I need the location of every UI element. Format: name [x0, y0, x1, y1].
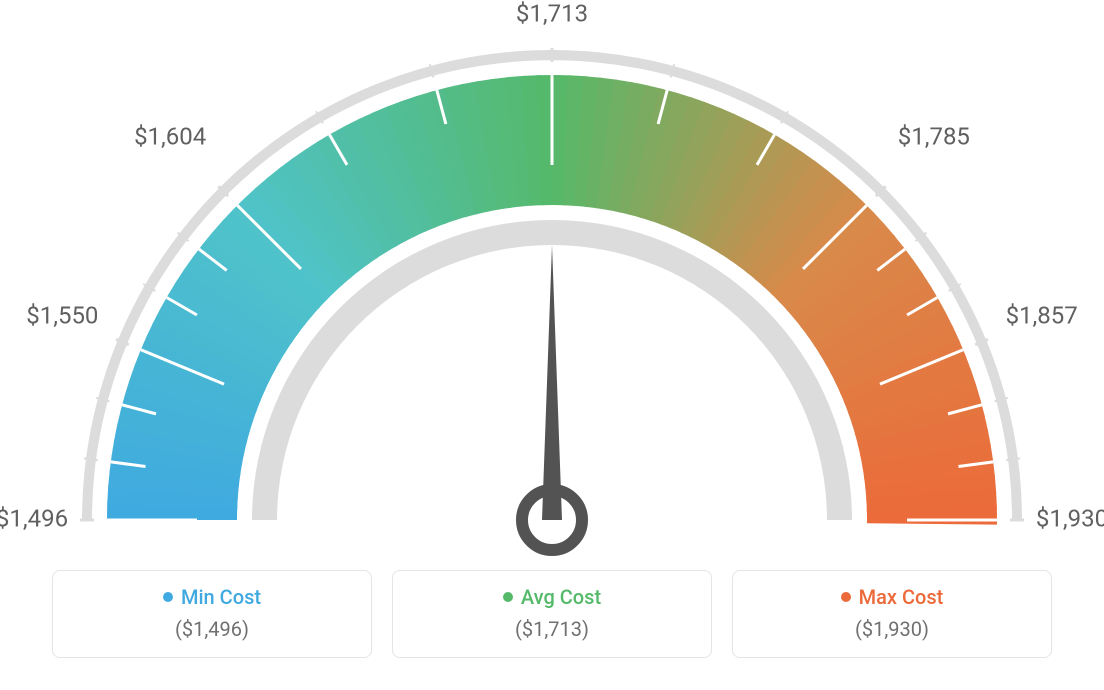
gauge-tick-label: $1,930	[1036, 504, 1104, 532]
dot-icon	[163, 592, 173, 602]
legend-card-max: Max Cost ($1,930)	[732, 570, 1052, 658]
legend-label: Avg Cost	[521, 585, 601, 609]
gauge-tick-label: $1,785	[898, 123, 970, 151]
legend-card-min: Min Cost ($1,496)	[52, 570, 372, 658]
legend-label: Min Cost	[181, 585, 261, 609]
gauge-tick-label: $1,604	[134, 123, 206, 151]
legend-value-max: ($1,930)	[751, 617, 1033, 641]
legend-row: Min Cost ($1,496) Avg Cost ($1,713) Max …	[0, 570, 1104, 658]
gauge-tick-label: $1,550	[26, 302, 98, 330]
gauge-svg: $1,496 $1,550 $1,604 $1,713 $1,785 $1,857 $1,9…	[0, 0, 1104, 560]
gauge-chart: $1,496 $1,550 $1,604 $1,713 $1,785 $1,857 $1,9…	[0, 0, 1104, 560]
legend-card-avg: Avg Cost ($1,713)	[392, 570, 712, 658]
legend-title-min: Min Cost	[163, 585, 261, 609]
legend-title-avg: Avg Cost	[503, 585, 601, 609]
legend-title-max: Max Cost	[841, 585, 944, 609]
gauge-needle	[542, 245, 562, 520]
legend-label: Max Cost	[859, 585, 944, 609]
legend-value-min: ($1,496)	[71, 617, 353, 641]
gauge-tick-label: $1,713	[516, 0, 588, 27]
gauge-tick-label: $1,496	[0, 504, 68, 532]
legend-value-avg: ($1,713)	[411, 617, 693, 641]
dot-icon	[841, 592, 851, 602]
gauge-tick-label: $1,857	[1006, 302, 1078, 330]
dot-icon	[503, 592, 513, 602]
